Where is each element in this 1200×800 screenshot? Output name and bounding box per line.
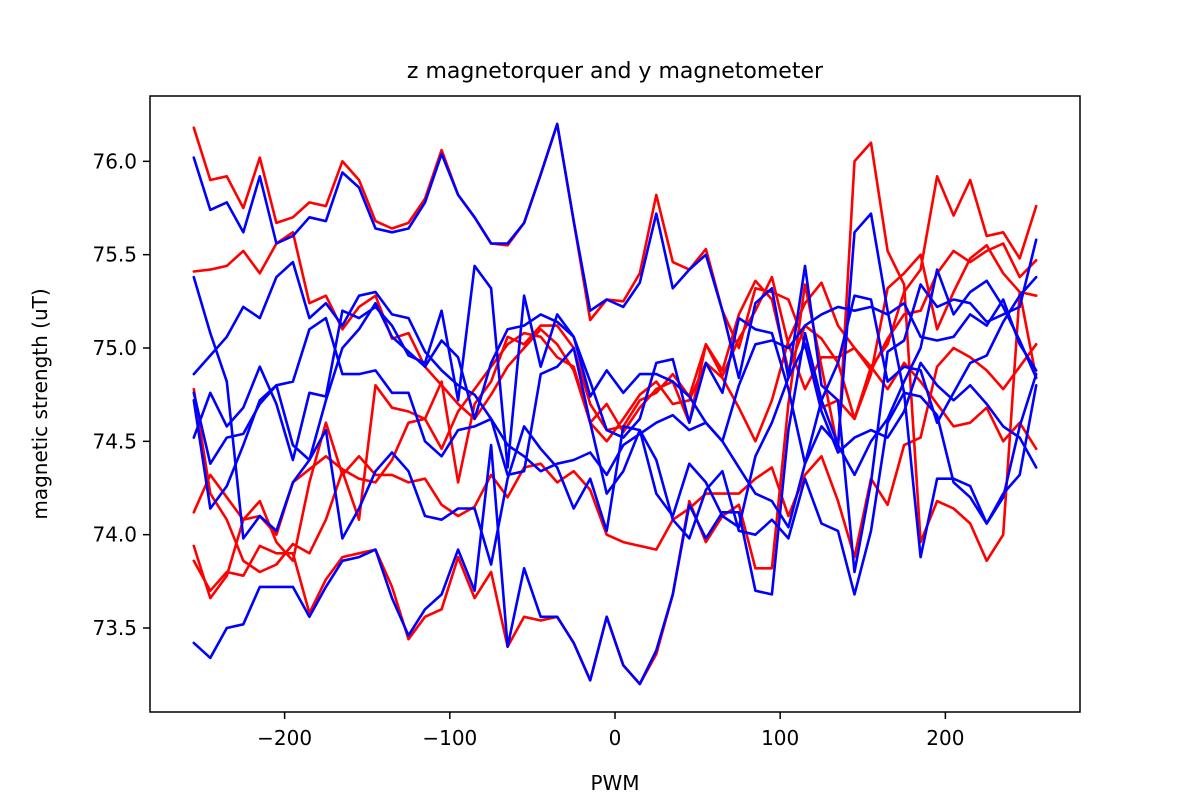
series-line-5 (192, 342, 1038, 600)
series-line-1 (192, 122, 1038, 421)
series-line-8 (192, 275, 1038, 540)
y-tick-label: 75.0 (92, 336, 137, 360)
plot-area (149, 95, 1081, 713)
y-axis: 73.5 74.0 74.5 75.0 75.5 76.0 (92, 149, 150, 640)
series-line-13 (192, 212, 1038, 686)
x-tick-label: 200 (926, 726, 964, 750)
series-line-10 (192, 264, 1038, 469)
y-tick-label: 74.0 (92, 523, 137, 547)
chart-title: z magnetorquer and y magnetometer (407, 59, 824, 84)
series-line-4 (192, 281, 1038, 574)
y-tick-label: 74.5 (92, 429, 137, 453)
series-line-9 (192, 260, 1038, 529)
x-axis-label: PWM (590, 771, 639, 795)
y-tick-label: 75.5 (92, 243, 137, 267)
y-tick-label: 73.5 (92, 616, 137, 640)
series-layer (192, 122, 1038, 686)
series-line-12 (192, 383, 1038, 596)
y-axis-label: magnetic strength (uT) (28, 288, 52, 519)
x-tick-label: −200 (257, 726, 312, 750)
x-tick-label: 0 (609, 726, 622, 750)
x-tick-label: 100 (761, 726, 799, 750)
x-tick-label: −100 (422, 726, 477, 750)
y-tick-label: 76.0 (92, 149, 137, 173)
x-axis: −200 −100 0 100 200 (257, 712, 964, 750)
